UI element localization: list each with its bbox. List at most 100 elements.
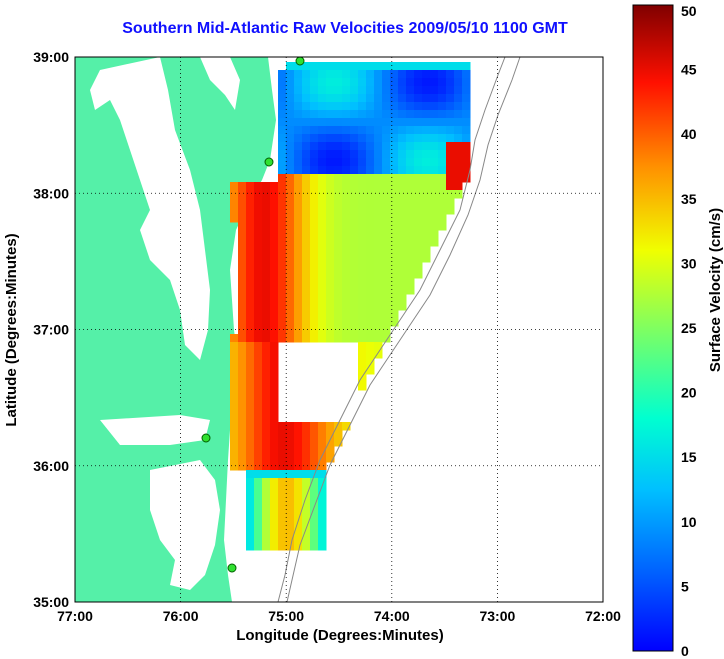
velocity-cell <box>310 534 319 543</box>
velocity-cell <box>318 438 327 447</box>
velocity-cell <box>398 142 407 151</box>
velocity-cell <box>430 206 439 215</box>
velocity-cell <box>286 158 295 167</box>
velocity-cell <box>358 70 367 79</box>
velocity-cell <box>302 118 311 127</box>
velocity-cell <box>246 246 255 255</box>
velocity-cell <box>350 246 359 255</box>
velocity-cell <box>286 198 295 207</box>
velocity-cell <box>318 446 327 455</box>
velocity-cell <box>270 486 279 495</box>
velocity-cell <box>230 390 239 399</box>
velocity-cell <box>286 318 295 327</box>
velocity-cell <box>414 262 423 271</box>
velocity-cell <box>318 486 327 495</box>
velocity-cell <box>374 134 383 143</box>
velocity-cell <box>358 166 367 175</box>
velocity-cell <box>262 214 271 223</box>
velocity-cell <box>334 254 343 263</box>
velocity-cell <box>366 302 375 311</box>
velocity-cell <box>334 262 343 271</box>
velocity-cell <box>374 278 383 287</box>
velocity-cell <box>366 342 375 351</box>
velocity-cell <box>278 286 287 295</box>
velocity-cell <box>310 494 319 503</box>
velocity-cell <box>278 334 287 343</box>
velocity-cell <box>406 62 415 71</box>
velocity-cell <box>446 134 455 143</box>
velocity-cell <box>334 118 343 127</box>
velocity-cell <box>398 126 407 135</box>
velocity-cell <box>358 310 367 319</box>
velocity-cell <box>254 254 263 263</box>
velocity-cell <box>318 334 327 343</box>
velocity-cell <box>286 422 295 431</box>
velocity-cell <box>262 182 271 191</box>
velocity-cell <box>382 246 391 255</box>
velocity-cell <box>342 310 351 319</box>
velocity-cell <box>350 158 359 167</box>
velocity-cell <box>406 190 415 199</box>
velocity-cell <box>286 534 295 543</box>
velocity-cell <box>406 102 415 111</box>
velocity-cell <box>294 302 303 311</box>
velocity-cell <box>358 382 367 391</box>
velocity-cell <box>374 254 383 263</box>
velocity-cell <box>326 302 335 311</box>
velocity-cell <box>310 102 319 111</box>
velocity-cell <box>310 166 319 175</box>
velocity-cell <box>430 94 439 103</box>
velocity-cell <box>398 238 407 247</box>
velocity-cell <box>238 430 247 439</box>
velocity-cell <box>454 94 463 103</box>
velocity-cell <box>302 150 311 159</box>
velocity-cell <box>270 462 279 471</box>
velocity-cell <box>366 182 375 191</box>
velocity-cell <box>382 110 391 119</box>
velocity-cell <box>438 62 447 71</box>
velocity-cell <box>262 190 271 199</box>
velocity-cell <box>262 438 271 447</box>
velocity-cell <box>278 518 287 527</box>
velocity-cell <box>254 486 263 495</box>
velocity-cell <box>286 166 295 175</box>
velocity-cell <box>430 230 439 239</box>
velocity-cell <box>326 110 335 119</box>
velocity-cell <box>430 166 439 175</box>
velocity-cell <box>270 190 279 199</box>
velocity-cell <box>334 246 343 255</box>
velocity-cell <box>382 206 391 215</box>
velocity-cell <box>406 222 415 231</box>
velocity-cell <box>302 302 311 311</box>
velocity-cell <box>422 190 431 199</box>
colorbar-tick-label: 40 <box>681 126 697 142</box>
velocity-cell <box>278 230 287 239</box>
velocity-cell <box>270 326 279 335</box>
velocity-cell <box>262 326 271 335</box>
velocity-cell <box>342 270 351 279</box>
velocity-cell <box>302 478 311 487</box>
velocity-cell <box>366 206 375 215</box>
velocity-cell <box>446 78 455 87</box>
velocity-cell <box>422 134 431 143</box>
velocity-cell <box>350 270 359 279</box>
velocity-cell <box>238 222 247 231</box>
velocity-cell <box>246 430 255 439</box>
velocity-cell <box>334 62 343 71</box>
velocity-cell <box>334 310 343 319</box>
velocity-cell <box>334 78 343 87</box>
velocity-cell <box>318 230 327 239</box>
velocity-cell <box>350 318 359 327</box>
velocity-cell <box>406 174 415 183</box>
velocity-cell <box>302 182 311 191</box>
velocity-cell <box>342 222 351 231</box>
velocity-cell <box>454 182 463 191</box>
velocity-cell <box>238 398 247 407</box>
velocity-cell <box>302 542 311 551</box>
velocity-cell <box>422 126 431 135</box>
velocity-cell <box>374 318 383 327</box>
velocity-cell <box>238 446 247 455</box>
velocity-cell <box>262 222 271 231</box>
velocity-cell <box>318 286 327 295</box>
